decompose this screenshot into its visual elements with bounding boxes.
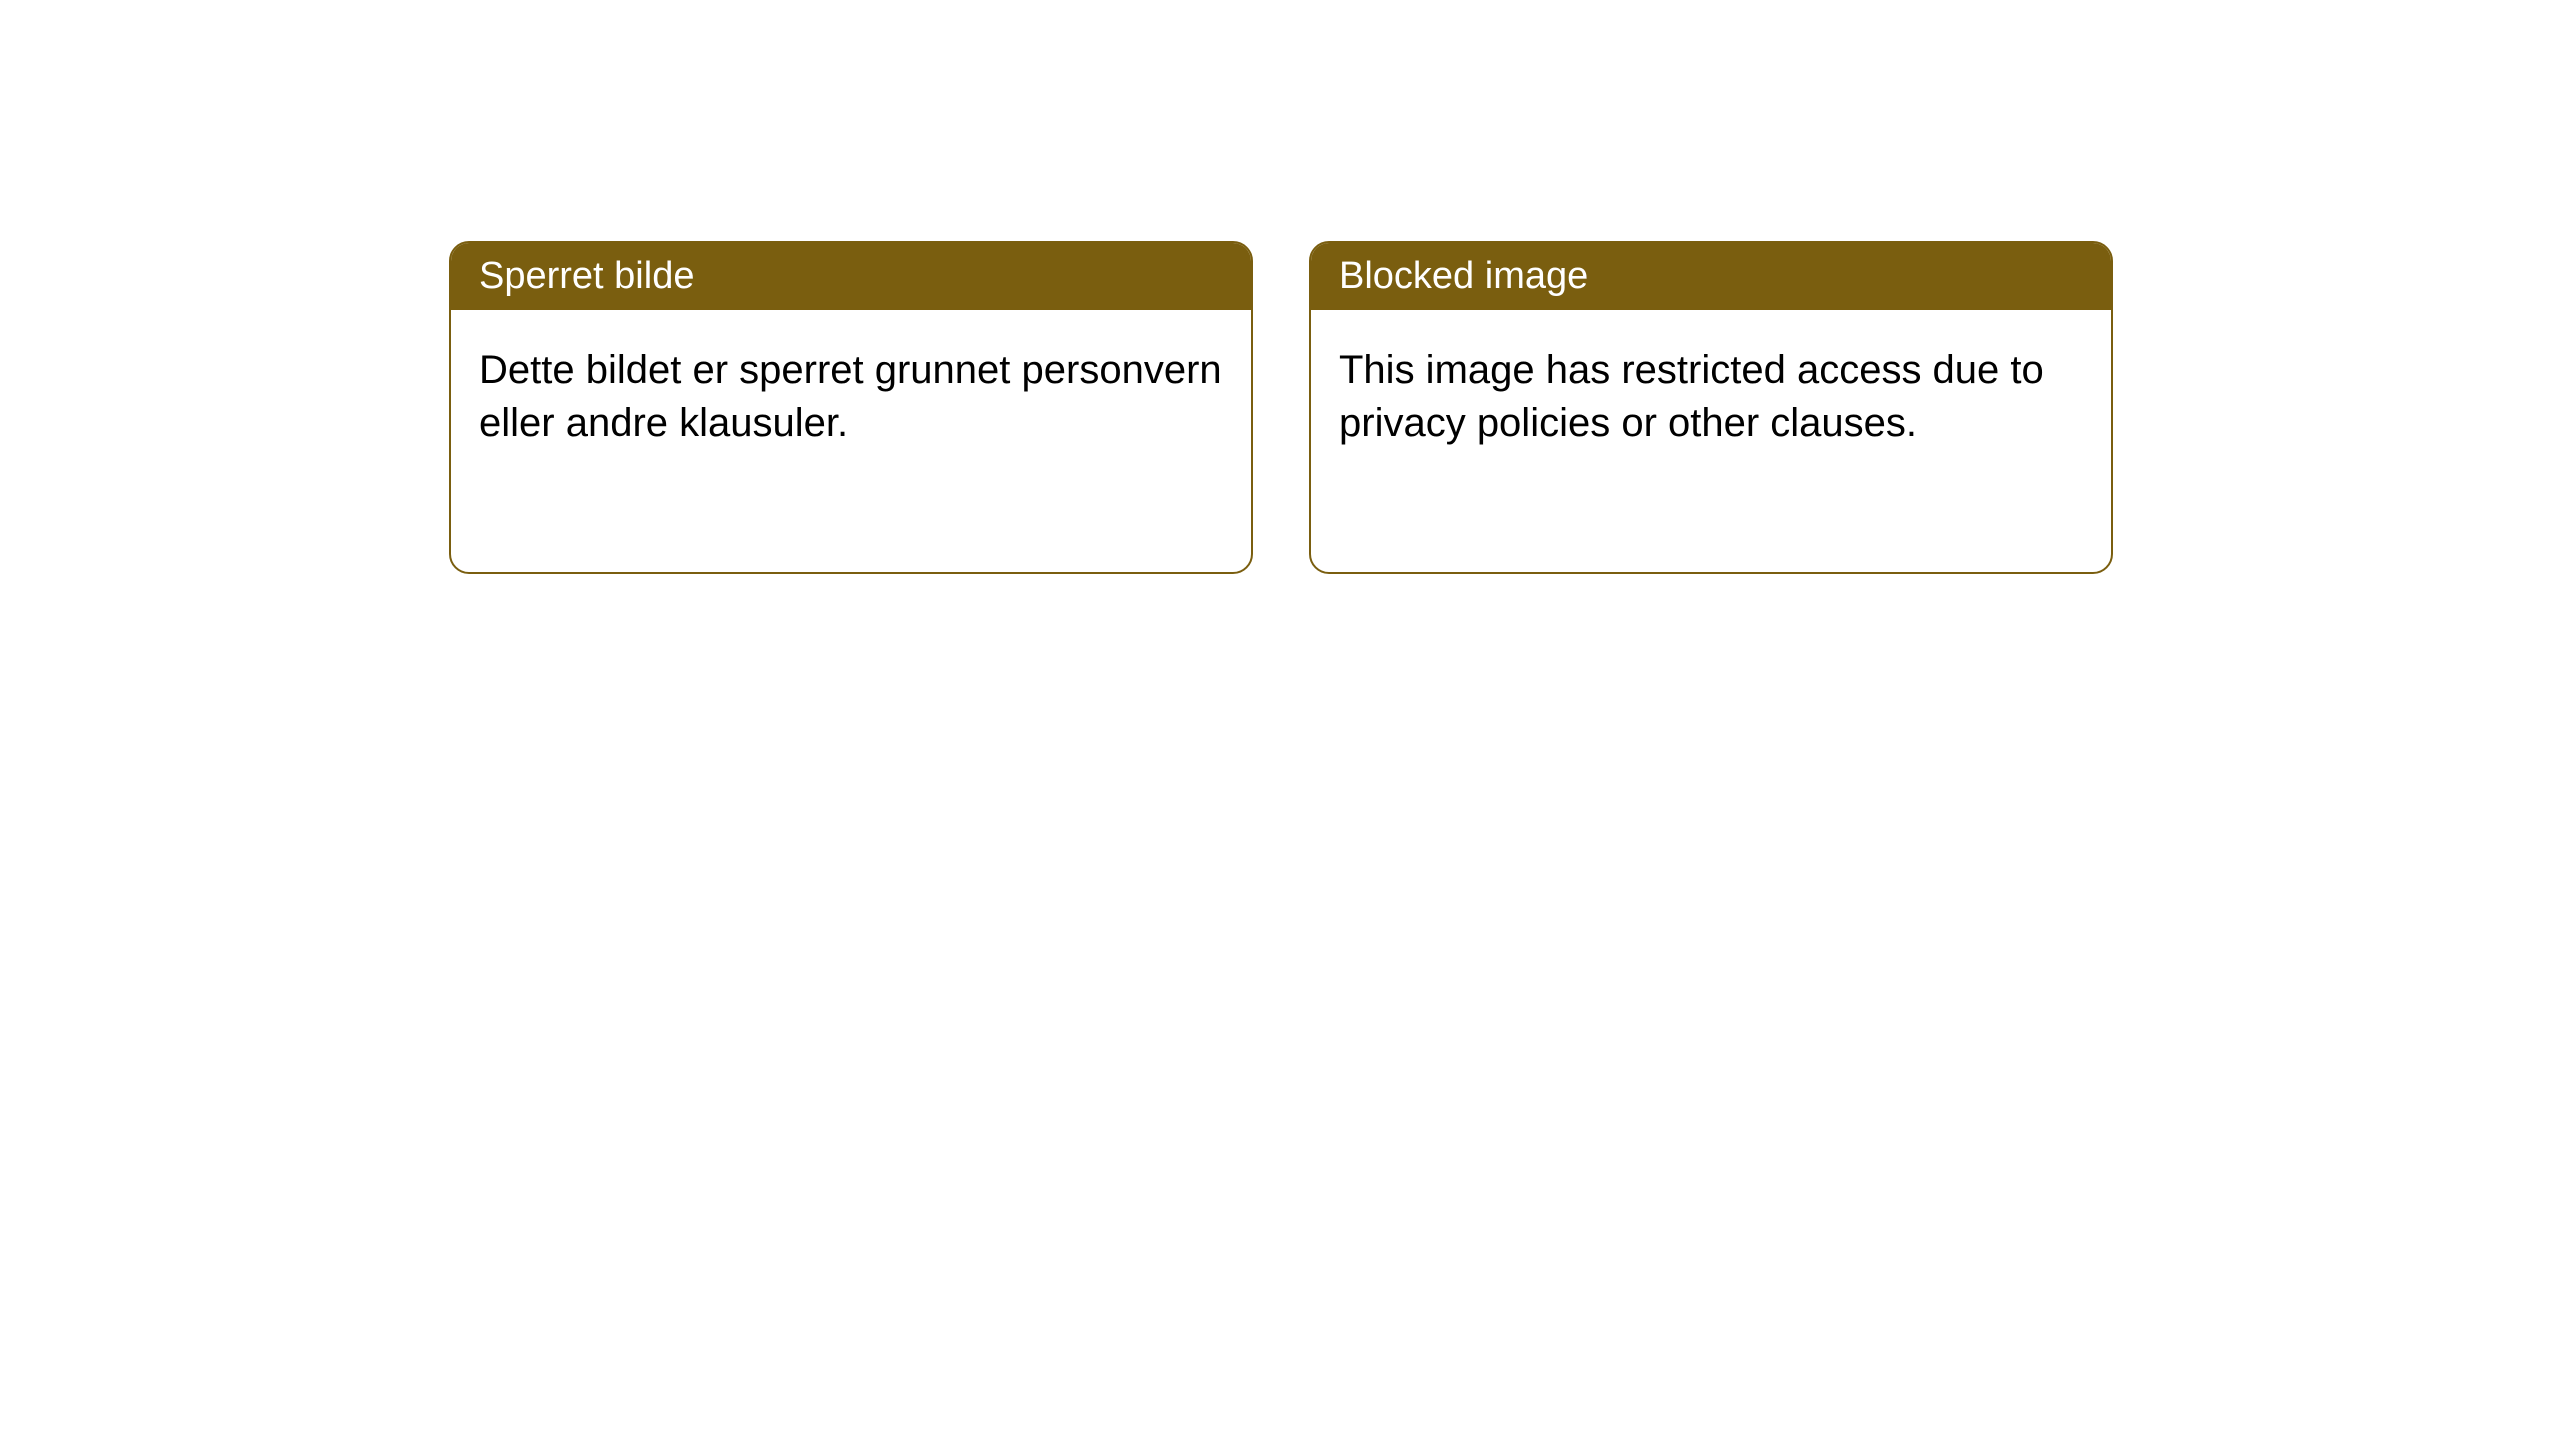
notice-container: Sperret bilde Dette bildet er sperret gr… bbox=[449, 241, 2113, 574]
notice-card-body: Dette bildet er sperret grunnet personve… bbox=[451, 310, 1251, 484]
notice-card-title: Blocked image bbox=[1311, 243, 2111, 310]
notice-card-english: Blocked image This image has restricted … bbox=[1309, 241, 2113, 574]
notice-card-title: Sperret bilde bbox=[451, 243, 1251, 310]
notice-card-body: This image has restricted access due to … bbox=[1311, 310, 2111, 484]
notice-card-norwegian: Sperret bilde Dette bildet er sperret gr… bbox=[449, 241, 1253, 574]
